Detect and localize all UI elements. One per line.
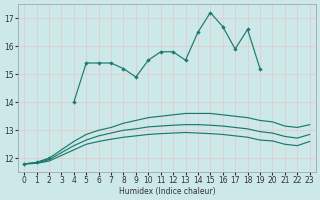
X-axis label: Humidex (Indice chaleur): Humidex (Indice chaleur) (119, 187, 215, 196)
